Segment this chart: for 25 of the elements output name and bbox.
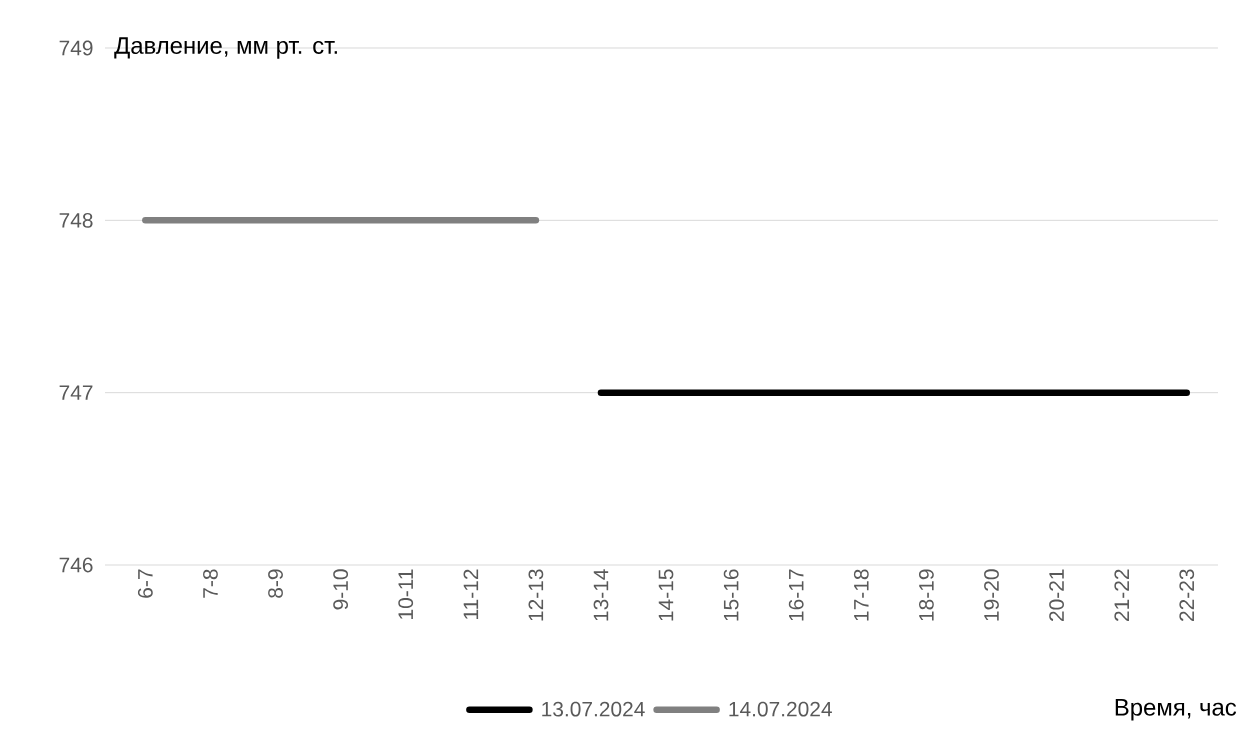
x-tick-label: 17-18 [853, 569, 869, 621]
x-tick-label: 15-16 [723, 569, 739, 621]
y-tick-label: 747 [59, 385, 93, 400]
x-tick-label: 9-10 [333, 569, 349, 610]
x-tick-label: 6-7 [137, 569, 153, 598]
x-tick-label: 7-8 [203, 569, 218, 598]
x-tick-label: 21-22 [1114, 569, 1129, 621]
x-tick-label: 11-12 [463, 569, 479, 619]
y-tick-label: 749 [59, 40, 93, 56]
x-tick-label: 10-11 [398, 569, 414, 619]
x-tick-label: 19-20 [984, 569, 999, 621]
x-tick-label: 18-19 [918, 569, 934, 621]
x-tick-label: 13-14 [593, 569, 609, 621]
x-tick-label: 12-13 [528, 569, 544, 621]
y-tick-label: 746 [59, 557, 93, 573]
x-tick-label: 22-23 [1179, 569, 1195, 621]
legend-label: 14.07.2024 [729, 701, 832, 717]
x-tick-label: 16-17 [788, 569, 804, 621]
x-tick-label: 14-15 [658, 569, 674, 621]
y-tick-label: 748 [59, 212, 93, 228]
x-axis-title: Время, час [1115, 699, 1237, 721]
legend-label: 13.07.2024 [542, 701, 645, 717]
x-tick-label: 20-21 [1049, 569, 1064, 621]
y-axis-title: Давление, мм рт. ст. [114, 37, 337, 59]
x-tick-label: 8-9 [268, 569, 283, 598]
